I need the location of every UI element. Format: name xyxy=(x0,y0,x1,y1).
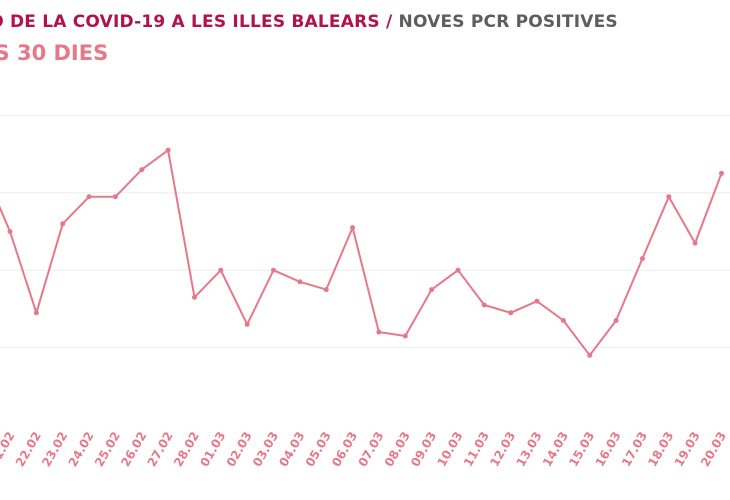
data-point-15.03 xyxy=(587,352,593,358)
data-point-23.02 xyxy=(60,221,66,227)
data-point-25.02 xyxy=(112,194,118,200)
data-point-19.03 xyxy=(692,240,698,246)
data-point-01.03 xyxy=(218,267,224,273)
data-point-13.03 xyxy=(534,298,540,304)
data-point-04.03 xyxy=(297,279,303,285)
data-point-22.02 xyxy=(33,310,39,316)
chart-subtitle: ERS 30 DIES xyxy=(0,41,109,65)
title-separator: / xyxy=(385,12,393,32)
data-points xyxy=(7,147,724,358)
chart-title-secondary: NOVES PCR POSITIVES xyxy=(398,12,618,32)
grid-lines xyxy=(0,114,730,349)
x-tick-label: 20.03 xyxy=(698,429,729,469)
data-point-03.03 xyxy=(271,267,276,273)
data-point-27.02 xyxy=(165,147,171,153)
data-point-28.02 xyxy=(192,294,197,300)
x-axis-tick-labels: 21.0222.0223.0224.0225.0226.0227.0228.02… xyxy=(0,429,729,469)
data-point-17.03 xyxy=(639,256,645,262)
data-point-12.03 xyxy=(508,310,514,316)
data-point-11.03 xyxy=(481,302,487,308)
data-point-08.03 xyxy=(402,333,408,339)
data-point-21.02 xyxy=(7,229,13,234)
data-point-02.03 xyxy=(244,321,250,327)
data-point-10.03 xyxy=(455,267,461,273)
data-point-26.02 xyxy=(139,167,145,173)
data-point-24.02 xyxy=(86,194,92,200)
data-point-07.03 xyxy=(376,329,382,335)
data-point-16.03 xyxy=(613,318,619,323)
data-point-09.03 xyxy=(429,287,435,293)
data-point-18.03 xyxy=(666,194,672,200)
series-line xyxy=(0,149,723,357)
chart-title-main: CIÓ DE LA COVID-19 A LES ILLES BALEARS xyxy=(0,12,380,32)
data-point-06.03 xyxy=(350,225,356,231)
data-point-14.03 xyxy=(560,318,566,323)
series-path xyxy=(0,149,723,357)
data-point-05.03 xyxy=(323,287,329,293)
data-point-20.03 xyxy=(719,170,724,176)
chart-title: CIÓ DE LA COVID-19 A LES ILLES BALEARS /… xyxy=(0,12,618,32)
